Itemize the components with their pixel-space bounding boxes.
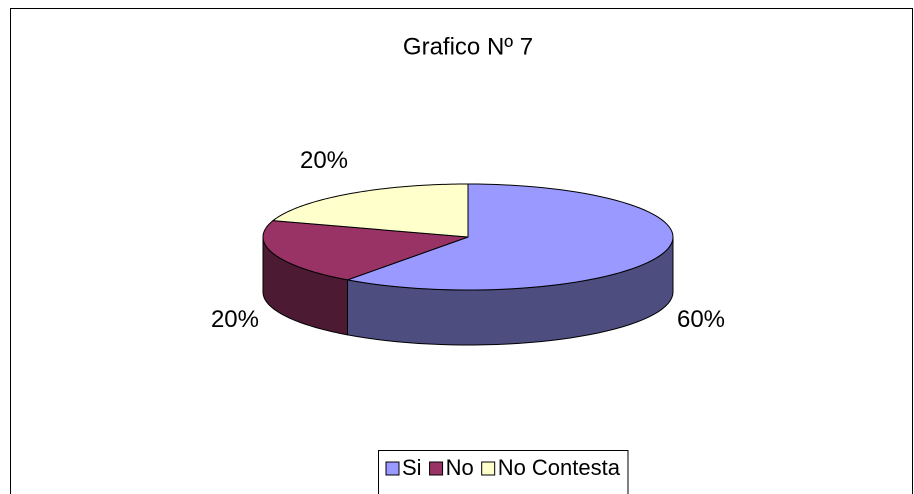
- legend-label: No Contesta: [498, 455, 621, 480]
- data-label: 20%: [300, 147, 348, 174]
- data-label: 60%: [677, 306, 725, 333]
- legend-label: No: [446, 455, 474, 480]
- legend-label: Si: [402, 455, 422, 480]
- legend-swatch: [481, 461, 496, 476]
- pie-slice: [271, 183, 469, 238]
- legend-swatch: [385, 461, 400, 476]
- pie-slice: [262, 220, 469, 281]
- data-label: 20%: [211, 306, 259, 333]
- legend-box: [378, 450, 629, 494]
- pie-slice: [345, 183, 674, 291]
- chart-title: Grafico Nº 7: [403, 33, 533, 60]
- legend-swatch: [429, 461, 444, 476]
